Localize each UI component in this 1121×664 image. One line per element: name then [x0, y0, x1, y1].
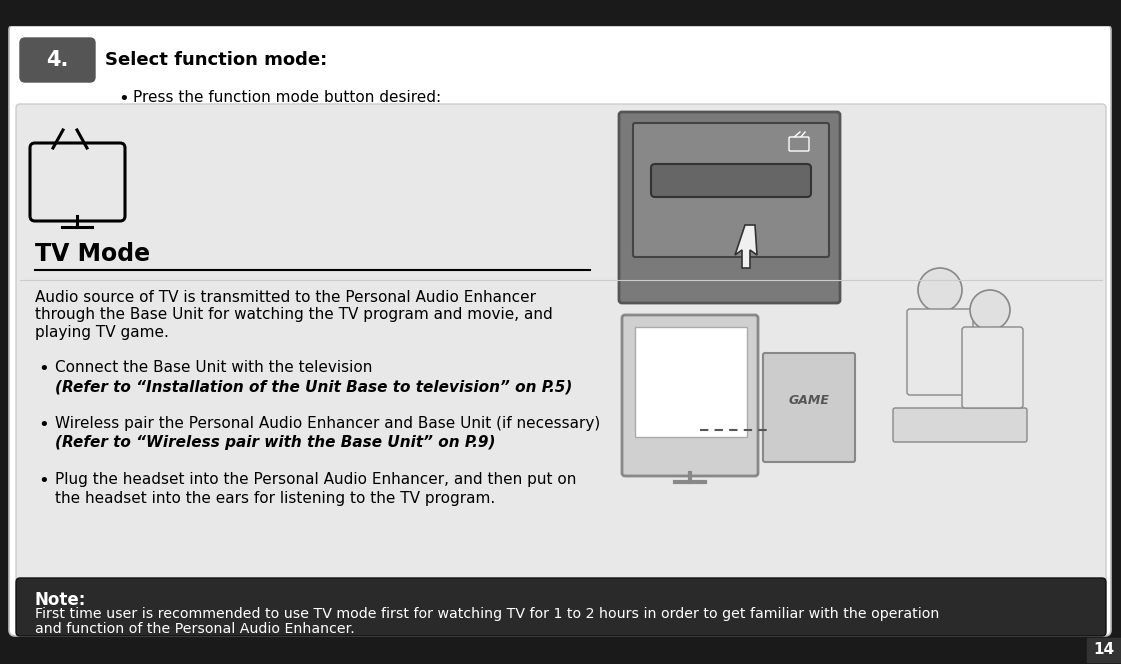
Text: Connect the Base Unit with the television: Connect the Base Unit with the televisio…: [55, 360, 372, 375]
Bar: [1087, 638, 1121, 662]
Text: •: •: [38, 472, 48, 490]
Bar: [15, 30, 1105, 110]
FancyBboxPatch shape: [893, 408, 1027, 442]
Bar: [0, 638, 1121, 664]
FancyBboxPatch shape: [633, 123, 830, 257]
Text: Note:: Note:: [35, 591, 86, 609]
Text: Wireless pair the Personal Audio Enhancer and Base Unit (if necessary): Wireless pair the Personal Audio Enhance…: [55, 416, 600, 431]
Text: Audio source of TV is transmitted to the Personal Audio Enhancer
through the Bas: Audio source of TV is transmitted to the…: [35, 290, 553, 340]
Text: First time user is recommended to use TV mode first for watching TV for 1 to 2 h: First time user is recommended to use TV…: [35, 607, 939, 621]
Text: Plug the headset into the Personal Audio Enhancer, and then put on: Plug the headset into the Personal Audio…: [55, 472, 576, 487]
FancyBboxPatch shape: [763, 353, 855, 462]
FancyBboxPatch shape: [16, 104, 1106, 582]
FancyBboxPatch shape: [907, 309, 973, 395]
FancyBboxPatch shape: [20, 38, 95, 82]
FancyBboxPatch shape: [30, 143, 126, 221]
Text: GAME: GAME: [788, 394, 830, 406]
FancyBboxPatch shape: [651, 164, 810, 197]
Text: •: •: [38, 360, 48, 378]
Circle shape: [918, 268, 962, 312]
FancyBboxPatch shape: [619, 112, 840, 303]
Text: Press the function mode button desired:: Press the function mode button desired:: [133, 90, 442, 105]
Text: 14: 14: [1093, 643, 1114, 657]
FancyBboxPatch shape: [622, 315, 758, 476]
Text: (Refer to “Installation of the Unit Base to television” on P.5): (Refer to “Installation of the Unit Base…: [55, 379, 573, 394]
Text: the headset into the ears for listening to the TV program.: the headset into the ears for listening …: [55, 491, 495, 506]
Text: Select function mode:: Select function mode:: [105, 51, 327, 69]
Bar: [0, 0, 1121, 25]
Circle shape: [970, 290, 1010, 330]
Text: (Refer to “Wireless pair with the Base Unit” on P.9): (Refer to “Wireless pair with the Base U…: [55, 435, 495, 450]
FancyBboxPatch shape: [789, 137, 809, 151]
Polygon shape: [735, 225, 757, 268]
FancyBboxPatch shape: [16, 578, 1106, 636]
Text: 4.: 4.: [46, 50, 68, 70]
Text: •: •: [118, 90, 129, 108]
FancyBboxPatch shape: [9, 24, 1111, 636]
Text: and function of the Personal Audio Enhancer.: and function of the Personal Audio Enhan…: [35, 622, 354, 636]
Text: TV Mode: TV Mode: [35, 242, 150, 266]
Bar: [634, 327, 747, 437]
Text: •: •: [38, 416, 48, 434]
FancyBboxPatch shape: [962, 327, 1023, 408]
